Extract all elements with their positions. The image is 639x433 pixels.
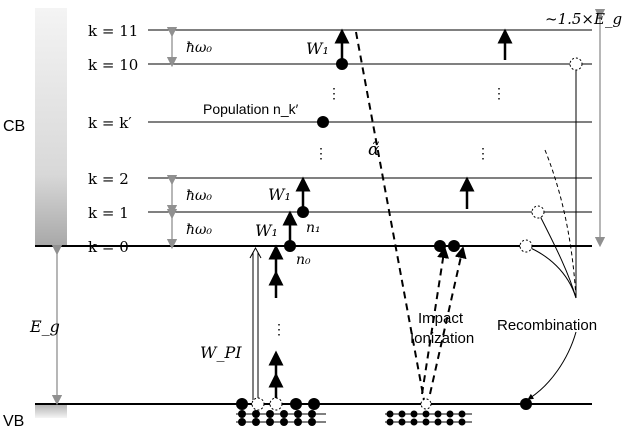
electron-k0 (284, 240, 296, 252)
eg-label: E_g (29, 317, 60, 336)
vb-electrons-left (236, 397, 326, 426)
label-k11: k = 11 (88, 22, 138, 40)
label-kprime: k = k′ (88, 114, 132, 132)
population-text: Population n_k′ (203, 101, 299, 117)
recombination-label: Recombination (497, 317, 597, 334)
impact-ionization-arrows (421, 246, 467, 395)
svg-text:⋮: ⋮ (492, 86, 506, 102)
vb-electrons-middle (385, 398, 472, 426)
range-label: ~1.5×E_g (545, 10, 622, 28)
recombination-paths (525, 64, 577, 400)
impact-label-1: Impact (418, 310, 464, 327)
electron-k10 (336, 58, 348, 70)
label-k0: k = 0 (88, 238, 129, 256)
wpi-label: W_PI (200, 343, 242, 362)
recombination-vb-electron (520, 398, 532, 410)
electron-populations (284, 58, 460, 252)
conduction-band-shade (35, 8, 67, 246)
vb-label: VB (3, 413, 24, 430)
level-labels: k = 11 k = 10 k = k′ k = 2 k = 1 k = 0 (88, 22, 138, 256)
label-k2: k = 2 (88, 170, 129, 188)
n0-label: n₀ (296, 252, 311, 268)
cb-label: CB (3, 118, 25, 135)
svg-text:⋮: ⋮ (327, 86, 341, 102)
valence-band-shade (35, 404, 67, 418)
level-ellipses: ⋮ ⋮ ⋮ ⋮ (314, 86, 506, 162)
alpha-label: α̃ (368, 140, 380, 160)
photoionization-arrow (249, 246, 262, 400)
n1-label: n₁ (306, 220, 321, 236)
impact-alpha-line (355, 31, 425, 401)
impact-label-2: Ionization (410, 330, 474, 347)
label-k1: k = 1 (88, 204, 129, 222)
w1-label-top: W₁ (306, 39, 329, 58)
w1-label-bot: W₁ (255, 221, 278, 240)
electron-k0-impact-a (434, 240, 446, 252)
hw-label-top: ħω₀ (186, 40, 212, 56)
electron-kprime (317, 116, 329, 128)
electron-k1 (297, 206, 309, 218)
hw-label-mid: ħω₀ (186, 188, 212, 204)
multiphoton-dots: ⋮ (272, 322, 286, 338)
label-k10: k = 10 (88, 56, 138, 74)
svg-text:⋮: ⋮ (314, 146, 328, 162)
intraband-arrows (282, 28, 513, 243)
hw-label-bot: ħω₀ (186, 222, 212, 238)
recombination-holes (519, 57, 583, 253)
electron-k0-impact-b (448, 240, 460, 252)
w1-label-mid: W₁ (268, 185, 291, 204)
svg-text:⋮: ⋮ (476, 146, 490, 162)
